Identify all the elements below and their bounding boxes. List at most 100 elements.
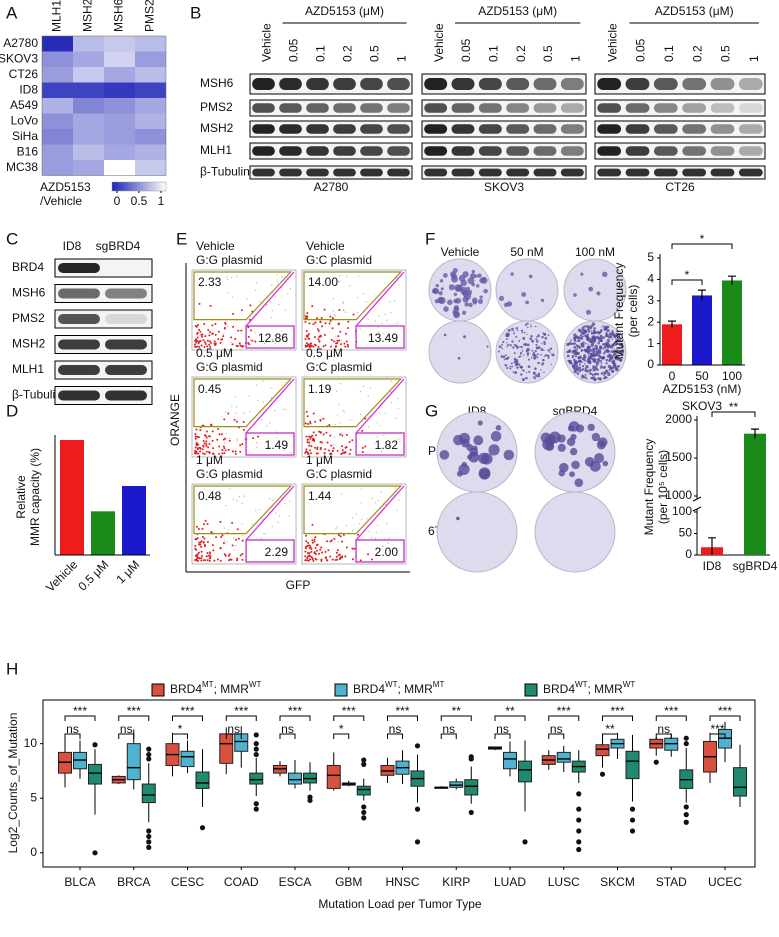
lane-label: 0.2 — [690, 45, 704, 62]
event-dot — [365, 301, 368, 303]
colony — [584, 373, 587, 376]
event-dot — [306, 557, 309, 560]
event-dot — [344, 451, 347, 454]
colony — [512, 371, 515, 373]
colony — [464, 302, 469, 307]
event-dot — [255, 282, 258, 284]
event-dot — [309, 420, 312, 423]
event-dot — [194, 435, 197, 438]
blot-band — [387, 168, 410, 177]
event-dot — [225, 411, 227, 413]
event-dot — [345, 433, 348, 436]
heatmap-cell — [104, 113, 135, 129]
significance-bracket — [333, 715, 365, 721]
protein-label: MSH6 — [200, 76, 234, 90]
colony — [619, 342, 623, 347]
event-dot — [366, 518, 368, 520]
event-dot — [203, 452, 206, 455]
event-dot — [196, 323, 199, 326]
colony — [506, 345, 508, 348]
legend-text-part: ; MMR — [587, 682, 623, 696]
colony — [569, 447, 578, 456]
heatmap-cell — [104, 82, 135, 98]
colony — [535, 374, 538, 378]
blot-band — [58, 365, 100, 375]
event-dot — [320, 317, 323, 320]
event-dot — [339, 535, 342, 538]
blot-band — [252, 103, 275, 113]
colony — [545, 441, 555, 451]
colony — [611, 357, 614, 359]
colorbar-tick-label: 0 — [114, 194, 121, 208]
colony — [472, 445, 478, 451]
colony — [543, 371, 545, 374]
event-dot — [324, 344, 327, 347]
colony — [615, 354, 618, 357]
event-dot — [338, 557, 341, 560]
event-dot — [369, 387, 372, 390]
event-dot — [231, 343, 234, 346]
colony — [602, 460, 609, 467]
colony — [613, 363, 617, 367]
event-dot — [234, 396, 237, 398]
event-dot — [203, 323, 206, 326]
colony — [543, 340, 546, 344]
colony — [620, 353, 623, 356]
event-dot — [336, 449, 339, 452]
colony — [540, 432, 552, 444]
event-dot — [334, 436, 336, 439]
event-dot — [231, 544, 234, 547]
event-dot — [308, 554, 311, 557]
event-dot — [233, 549, 235, 551]
colony — [534, 354, 537, 358]
event-dot — [320, 558, 323, 561]
event-dot — [394, 487, 397, 489]
colony — [453, 292, 458, 297]
event-dot — [195, 525, 198, 528]
event-dot — [219, 520, 222, 523]
event-dot — [311, 434, 314, 437]
gate-orange — [193, 271, 293, 321]
event-dot — [359, 413, 362, 416]
event-dot — [348, 285, 351, 287]
event-dot — [364, 445, 367, 448]
significance-bracket — [548, 715, 580, 721]
colony — [609, 332, 614, 336]
significance-bracket — [172, 715, 203, 721]
plot-frame — [42, 699, 756, 868]
colony — [490, 431, 502, 442]
blot-band — [625, 146, 650, 156]
colony — [520, 346, 523, 349]
colorbar-tick-label: 0.5 — [131, 194, 148, 208]
gate-orange — [303, 271, 403, 321]
significance-bracket — [440, 715, 472, 721]
event-dot — [225, 541, 228, 544]
colony — [597, 377, 600, 380]
event-dot — [371, 558, 374, 561]
gate-gfp — [355, 432, 405, 456]
colony — [614, 340, 618, 345]
lane-label: 0.5 — [719, 45, 733, 62]
event-dot — [271, 525, 274, 528]
colony — [598, 340, 601, 343]
colony — [574, 371, 577, 374]
event-dot — [204, 342, 207, 345]
colony — [586, 325, 590, 329]
blot-band — [451, 168, 475, 177]
event-dot — [207, 329, 210, 332]
legend-text-part: MT — [433, 680, 445, 689]
box — [625, 750, 640, 780]
event-dot — [374, 320, 377, 322]
event-dot — [399, 441, 401, 443]
axis-break — [692, 496, 702, 502]
colony — [620, 350, 625, 354]
colony — [519, 365, 523, 369]
colony — [608, 359, 611, 363]
bar — [662, 324, 682, 365]
x-tick-label: 100 — [722, 369, 742, 383]
event-dot — [235, 538, 238, 541]
event-dot — [218, 445, 221, 448]
gate-gfp — [355, 539, 405, 563]
blot-band — [738, 103, 763, 113]
error-bar — [708, 537, 716, 555]
